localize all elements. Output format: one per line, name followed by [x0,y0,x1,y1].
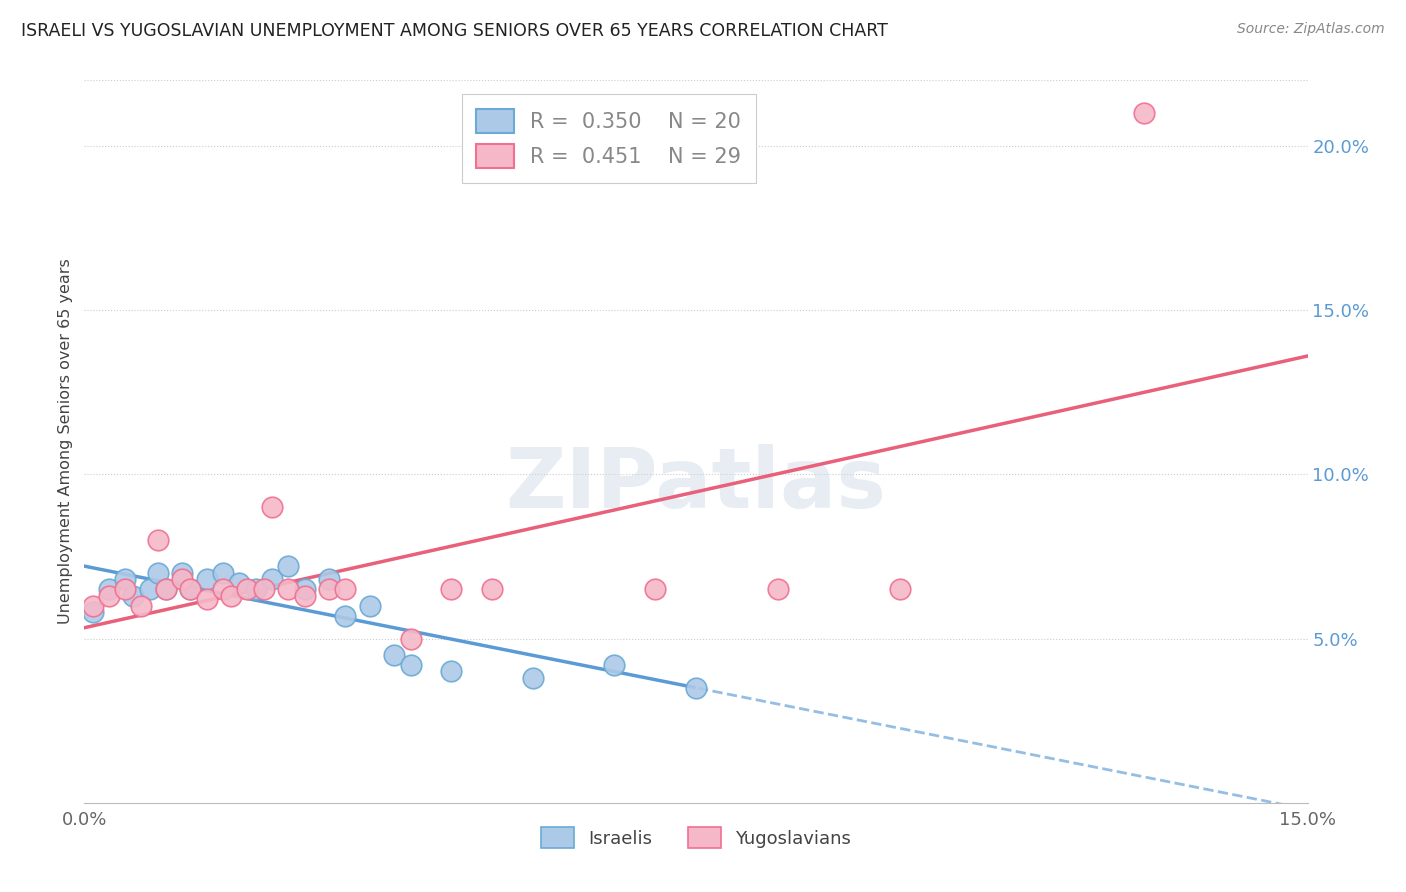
Point [644,582,666,597]
Text: ZIPatlas: ZIPatlas [506,444,886,525]
Point [359,599,381,613]
Point [440,582,463,597]
Point [399,632,422,646]
Point [82,599,104,613]
Point [277,559,299,574]
Point [335,608,357,623]
Point [1133,106,1156,120]
Point [122,589,145,603]
Point [766,582,789,597]
Point [212,582,235,597]
Point [481,582,503,597]
Point [114,573,136,587]
Point [440,665,463,679]
Point [318,582,340,597]
Point [195,592,218,607]
Point [889,582,911,597]
Point [212,566,235,580]
Point [155,582,177,597]
Point [399,657,422,672]
Point [603,657,626,672]
Point [318,573,340,587]
Point [82,605,104,619]
Point [179,582,201,597]
Point [146,533,169,547]
Point [294,582,316,597]
Point [277,582,299,597]
Point [294,589,316,603]
Point [97,582,120,597]
Point [382,648,405,662]
Legend: Israelis, Yugoslavians: Israelis, Yugoslavians [534,820,858,855]
Point [685,681,707,695]
Point [146,566,169,580]
Point [260,573,283,587]
Point [260,500,283,515]
Text: ISRAELI VS YUGOSLAVIAN UNEMPLOYMENT AMONG SENIORS OVER 65 YEARS CORRELATION CHAR: ISRAELI VS YUGOSLAVIAN UNEMPLOYMENT AMON… [21,22,889,40]
Point [97,589,120,603]
Point [172,573,194,587]
Point [172,566,194,580]
Point [155,582,177,597]
Point [219,589,242,603]
Point [236,582,259,597]
Point [114,582,136,597]
Text: Source: ZipAtlas.com: Source: ZipAtlas.com [1237,22,1385,37]
Point [245,582,267,597]
Point [179,582,201,597]
Y-axis label: Unemployment Among Seniors over 65 years: Unemployment Among Seniors over 65 years [58,259,73,624]
Point [138,582,160,597]
Point [195,573,218,587]
Point [335,582,357,597]
Point [131,599,153,613]
Point [253,582,276,597]
Point [522,671,544,685]
Point [228,575,250,590]
